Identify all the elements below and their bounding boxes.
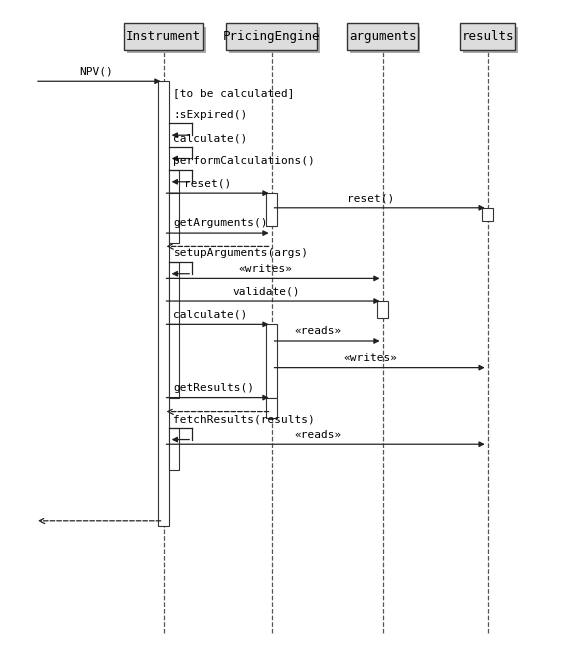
Bar — [124, 23, 203, 50]
Text: results: results — [461, 30, 514, 43]
Bar — [266, 193, 277, 226]
Bar — [127, 27, 206, 53]
Bar — [482, 208, 493, 221]
Bar — [158, 81, 169, 526]
Text: «writes»: «writes» — [344, 353, 398, 363]
Bar — [350, 27, 420, 53]
Text: «reads»: «reads» — [295, 430, 342, 440]
Text: NPV(): NPV() — [79, 67, 113, 77]
Text: reset(): reset() — [184, 178, 231, 188]
Text: reset(): reset() — [347, 193, 394, 203]
Bar — [227, 23, 317, 50]
Bar — [229, 27, 320, 53]
Text: PricingEngine: PricingEngine — [223, 30, 320, 43]
Text: Instrument: Instrument — [126, 30, 201, 43]
Bar — [463, 27, 518, 53]
Bar — [347, 23, 418, 50]
Text: [to be calculated]: [to be calculated] — [173, 88, 295, 98]
Text: :sExpired(): :sExpired() — [173, 110, 248, 120]
Bar — [169, 193, 179, 243]
Bar — [266, 324, 277, 398]
Text: calculate(): calculate() — [173, 133, 248, 143]
Text: arguments: arguments — [349, 30, 416, 43]
Text: getResults(): getResults() — [173, 383, 255, 393]
Text: «reads»: «reads» — [295, 326, 342, 336]
Text: «writes»: «writes» — [239, 264, 293, 274]
Text: fetchResults(results): fetchResults(results) — [173, 414, 315, 424]
Text: calculate(): calculate() — [173, 310, 248, 320]
Bar — [169, 324, 179, 398]
Bar — [169, 170, 179, 193]
Bar — [169, 262, 179, 324]
Text: setupArguments(args): setupArguments(args) — [173, 248, 308, 258]
Bar — [377, 301, 388, 318]
Bar — [460, 23, 515, 50]
Text: validate(): validate() — [232, 286, 300, 296]
Text: performCalculations(): performCalculations() — [173, 157, 315, 166]
Bar — [169, 428, 179, 470]
Bar — [266, 398, 277, 418]
Text: getArguments(): getArguments() — [173, 218, 268, 228]
